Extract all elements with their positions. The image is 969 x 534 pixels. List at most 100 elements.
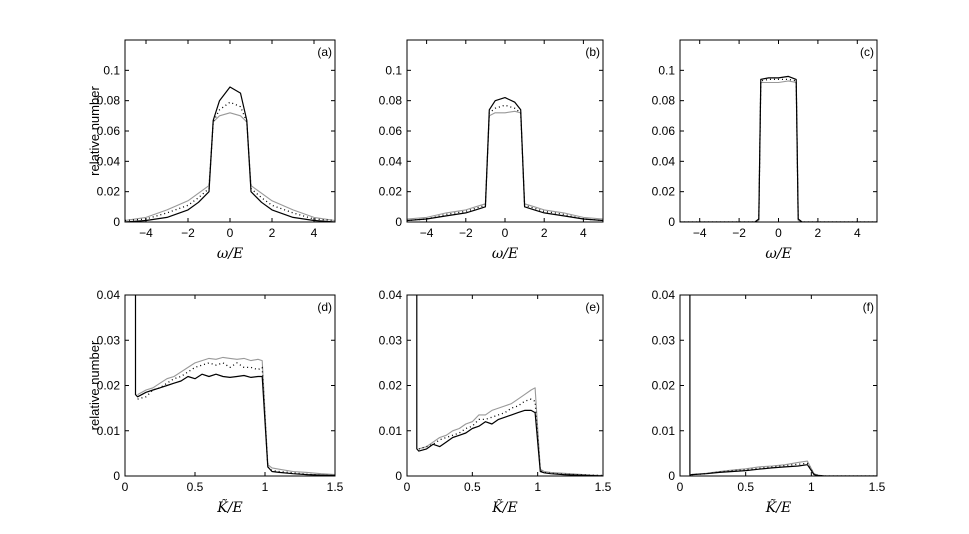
x-tick-label: −2 [181,226,195,240]
series-gray-line [407,110,603,220]
y-axis-label: relative number [87,340,102,430]
y-tick-label: 0.04 [379,288,403,302]
y-tick-label: 0.06 [97,124,121,138]
x-tick-label: 4 [580,226,587,240]
panel-e: 0 0.5 1 1.5 0 0.01 0.02 0.03 0.04 (e) K̃/E [379,288,612,516]
x-tick-label: 1.5 [595,480,612,494]
y-tick-label: 0.02 [97,379,121,393]
panel-label: (e) [585,300,600,314]
panel-label: (b) [585,45,600,59]
y-tick-label: 0.02 [652,185,676,199]
series-gray-line [691,460,877,476]
x-axis-label: K̃/E [491,498,517,516]
panel-f: 0 0.5 1 1.5 0 0.01 0.02 0.03 0.04 (f) K̃/E [652,288,886,516]
x-axis-label: ω/E [765,246,791,262]
x-tick-label: 2 [269,226,276,240]
series-dotted-line [407,104,603,222]
y-tick-label: 0.02 [652,379,676,393]
x-tick-label: −4 [139,226,153,240]
series-dotted-line [125,101,335,222]
series-gray-line [680,80,877,222]
axes-frame [679,39,878,223]
series-black-line [680,75,877,222]
x-axis-label: K̃/E [216,498,242,516]
series-black-line [689,295,877,476]
y-tick-label: 0.08 [379,94,403,108]
y-axis-label: relative number [87,86,102,176]
x-tick-label: 2 [815,226,822,240]
x-axis-label: ω/E [217,246,243,262]
y-tick-label: 0.04 [97,288,121,302]
y-tick-label: 0 [395,215,402,229]
axes-frame [679,294,878,477]
panel-label: (c) [860,45,874,59]
x-axis-label: ω/E [492,246,518,262]
x-tick-label: 1 [808,480,815,494]
y-tick-label: 0 [113,215,120,229]
x-tick-label: 0.5 [187,480,204,494]
x-axis-label: K̃/E [765,498,791,516]
panel-label: (f) [863,300,874,314]
y-tick-label: 0.02 [379,379,403,393]
y-tick-label: 0.1 [103,63,120,77]
x-tick-label: 1 [534,480,541,494]
y-tick-label: 0.08 [97,94,121,108]
x-tick-label: 4 [854,226,861,240]
y-tick-label: 0.04 [652,154,676,168]
series-gray-line [418,387,603,476]
x-tick-label: 4 [311,226,318,240]
axes-frame [124,39,336,223]
y-tick-label: 0.01 [652,424,676,438]
x-tick-label: −4 [693,226,707,240]
y-tick-label: 0.1 [385,63,402,77]
series-black-line [125,86,335,222]
series-dotted-line [680,78,877,222]
y-tick-label: 0.02 [379,185,403,199]
x-tick-label: 0 [502,226,509,240]
y-tick-label: 0.06 [652,124,676,138]
x-tick-label: 0 [227,226,234,240]
panel-d: 0 0.5 1 1.5 0 0.01 0.02 0.03 0.04 (d) K̃/E relative… [87,288,344,516]
panel-c: −4 −2 0 2 4 0 0.02 0.04 0.06 0.08 0.1 (c) ω/E [652,39,878,262]
x-tick-label: 0.5 [737,480,754,494]
y-tick-label: 0 [395,469,402,483]
panel-label: (a) [317,45,332,59]
y-tick-label: 0 [668,469,675,483]
x-tick-label: −2 [732,226,746,240]
panel-label: (d) [317,300,332,314]
y-tick-label: 0.01 [97,424,121,438]
x-tick-label: 1.5 [327,480,344,494]
x-tick-label: 2 [541,226,548,240]
y-tick-label: 0.06 [379,124,403,138]
x-tick-label: 0 [775,226,782,240]
x-tick-label: −4 [420,226,434,240]
y-tick-label: 0.02 [97,185,121,199]
y-tick-label: 0.08 [652,94,676,108]
x-tick-label: 0 [677,480,684,494]
y-tick-label: 0 [113,469,120,483]
x-tick-label: 1.5 [869,480,886,494]
series-dotted-line [137,362,335,476]
x-tick-label: −2 [459,226,473,240]
panel-b: −4 −2 0 2 4 0 0.02 0.04 0.06 0.08 0.1 (b) ω/E [379,39,604,262]
series-dotted-line [418,398,603,476]
series-gray-line [137,356,335,476]
y-tick-label: 0.03 [97,333,121,347]
series-gray-line [125,112,335,222]
y-tick-label: 0.04 [379,154,403,168]
y-tick-label: 0.03 [652,333,676,347]
x-tick-label: 0 [404,480,411,494]
axes-frame [406,294,604,477]
series-black-line [407,96,603,222]
axes-frame [406,39,604,223]
x-tick-label: 0 [122,480,129,494]
y-tick-label: 0 [668,215,675,229]
y-tick-label: 0.01 [379,424,403,438]
series-black-line [134,295,335,476]
x-tick-label: 1 [262,480,269,494]
y-tick-label: 0.04 [97,154,121,168]
y-tick-label: 0.04 [652,288,676,302]
y-tick-label: 0.03 [379,333,403,347]
series-black-line [416,295,603,476]
